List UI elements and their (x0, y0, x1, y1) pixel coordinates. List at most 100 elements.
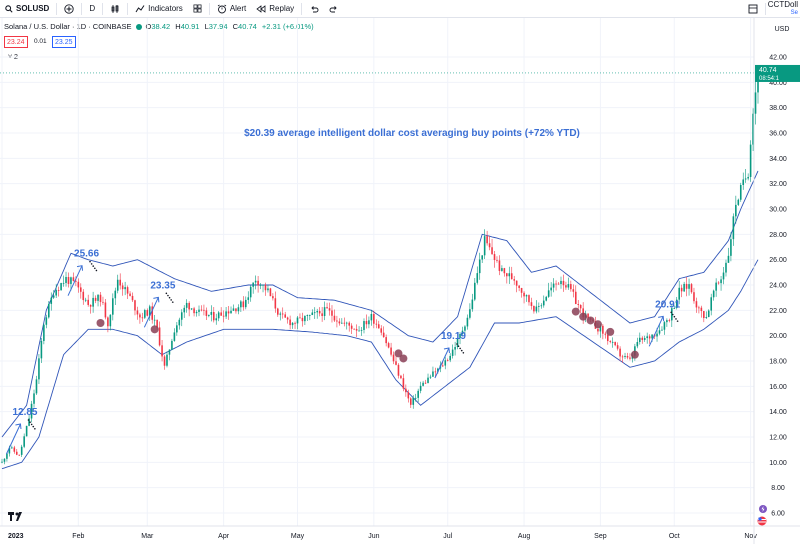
time-tick-label: Feb (72, 533, 84, 540)
annotation-dot-trail (165, 292, 168, 295)
candle-body (424, 382, 427, 384)
last-price-value: 40.74 (759, 67, 777, 74)
candle-body (321, 313, 323, 317)
close-key: C (232, 22, 239, 31)
candle-body (520, 287, 523, 293)
candle-body (185, 302, 188, 308)
annotation-dot-trail (171, 301, 174, 303)
account-button[interactable]: CCTDoll Se (768, 1, 800, 17)
candle-body (225, 311, 227, 317)
symbol-search-button[interactable]: SOLUSD (0, 0, 54, 18)
alert-button[interactable]: Alert (212, 0, 251, 18)
lightning-icon[interactable] (759, 505, 767, 513)
interval-button[interactable]: D (84, 0, 100, 18)
flag-icon[interactable] (757, 516, 767, 526)
candle-body (419, 385, 422, 391)
candle-body (89, 304, 92, 307)
candle-body (725, 262, 727, 273)
time-tick-label: May (291, 533, 305, 540)
price-axis[interactable]: 6.00 8.00 10.00 12.00 14.00 16.00 18.00 20.00 22… (769, 55, 787, 518)
redo-icon (329, 5, 337, 12)
candle-body (547, 290, 550, 297)
candle-body (614, 341, 616, 346)
candle-body (626, 355, 629, 358)
candle-body (387, 343, 390, 348)
candle-body (693, 292, 695, 302)
compare-button[interactable] (59, 0, 79, 18)
candle-body (454, 347, 456, 350)
candle-body (668, 320, 671, 321)
candle-body (40, 340, 43, 359)
candle-body (390, 347, 392, 355)
candle-body (478, 259, 481, 274)
candle-body (417, 390, 419, 398)
candle-body (754, 92, 757, 114)
candle-body (414, 397, 417, 399)
candle-body (203, 309, 205, 311)
candle-body (112, 298, 114, 315)
templates-button[interactable] (188, 0, 207, 18)
divider (208, 2, 210, 15)
candle-body (557, 283, 560, 285)
replay-button[interactable]: Replay (251, 0, 299, 18)
divider (764, 3, 766, 15)
alarm-clock-icon (217, 4, 227, 13)
candle-body (698, 307, 700, 309)
candle-body (375, 323, 378, 325)
indicators-icon (135, 4, 145, 12)
candle-body (752, 113, 754, 145)
price-tick-label: 22.00 (769, 308, 787, 315)
collapse-indicators-toggle[interactable]: ˅ 2 (8, 54, 18, 61)
sell-price-box[interactable]: 23.24 (4, 36, 28, 48)
chart-type-button[interactable] (105, 0, 125, 18)
annotation-arrowhead (76, 265, 84, 271)
candle-body (107, 317, 109, 327)
candle-body (208, 314, 210, 316)
candle-body (267, 288, 269, 291)
annotation-arrow (143, 297, 159, 328)
candle-body (6, 453, 8, 459)
grid-icon (193, 4, 202, 13)
candle-body (407, 392, 410, 399)
candle-body (144, 310, 146, 318)
candle-body (311, 312, 314, 315)
candle-body (700, 307, 703, 312)
candle-body (180, 312, 183, 320)
candle-body (259, 284, 262, 286)
candle-body (715, 282, 717, 291)
time-axis[interactable]: 2023 Feb Mar Apr May Jun Jul Aug Sep Oct Nov (8, 533, 757, 540)
candle-body (540, 305, 543, 307)
buy-price-box[interactable]: 23.25 (52, 36, 76, 48)
price-tick-label: 42.00 (769, 55, 787, 62)
candle-body (616, 345, 619, 349)
candle-body (397, 364, 400, 376)
currency-label: USD (775, 26, 790, 33)
price-tick-label: 12.00 (769, 435, 787, 442)
bollinger-bands (1, 170, 759, 470)
candle-body (210, 312, 213, 315)
candle-body (141, 317, 144, 319)
undo-button[interactable] (304, 0, 324, 18)
layout-button[interactable] (743, 0, 763, 18)
indicators-button[interactable]: Indicators (130, 0, 188, 18)
annotation-label: 12.85 (12, 407, 37, 418)
bollinger-lower (1, 259, 759, 470)
buy-point-marker (150, 325, 159, 334)
annotation-dot-trail (168, 296, 171, 299)
candle-body (139, 314, 141, 318)
candle-body (50, 297, 53, 304)
candle-body (587, 313, 589, 319)
candle-body (193, 308, 195, 314)
price-tick-label: 34.00 (769, 156, 787, 163)
symbol-title[interactable]: Solana / U.S. Dollar · 1D · COINBASE (4, 22, 132, 31)
candle-body (730, 239, 732, 256)
candle-body (651, 334, 653, 339)
candle-body (353, 328, 355, 330)
redo-button[interactable] (324, 0, 344, 18)
candle-body (188, 302, 190, 310)
candle-body (370, 314, 373, 321)
candle-body (114, 290, 117, 299)
candle-body (584, 313, 587, 318)
candle-body (23, 436, 25, 447)
